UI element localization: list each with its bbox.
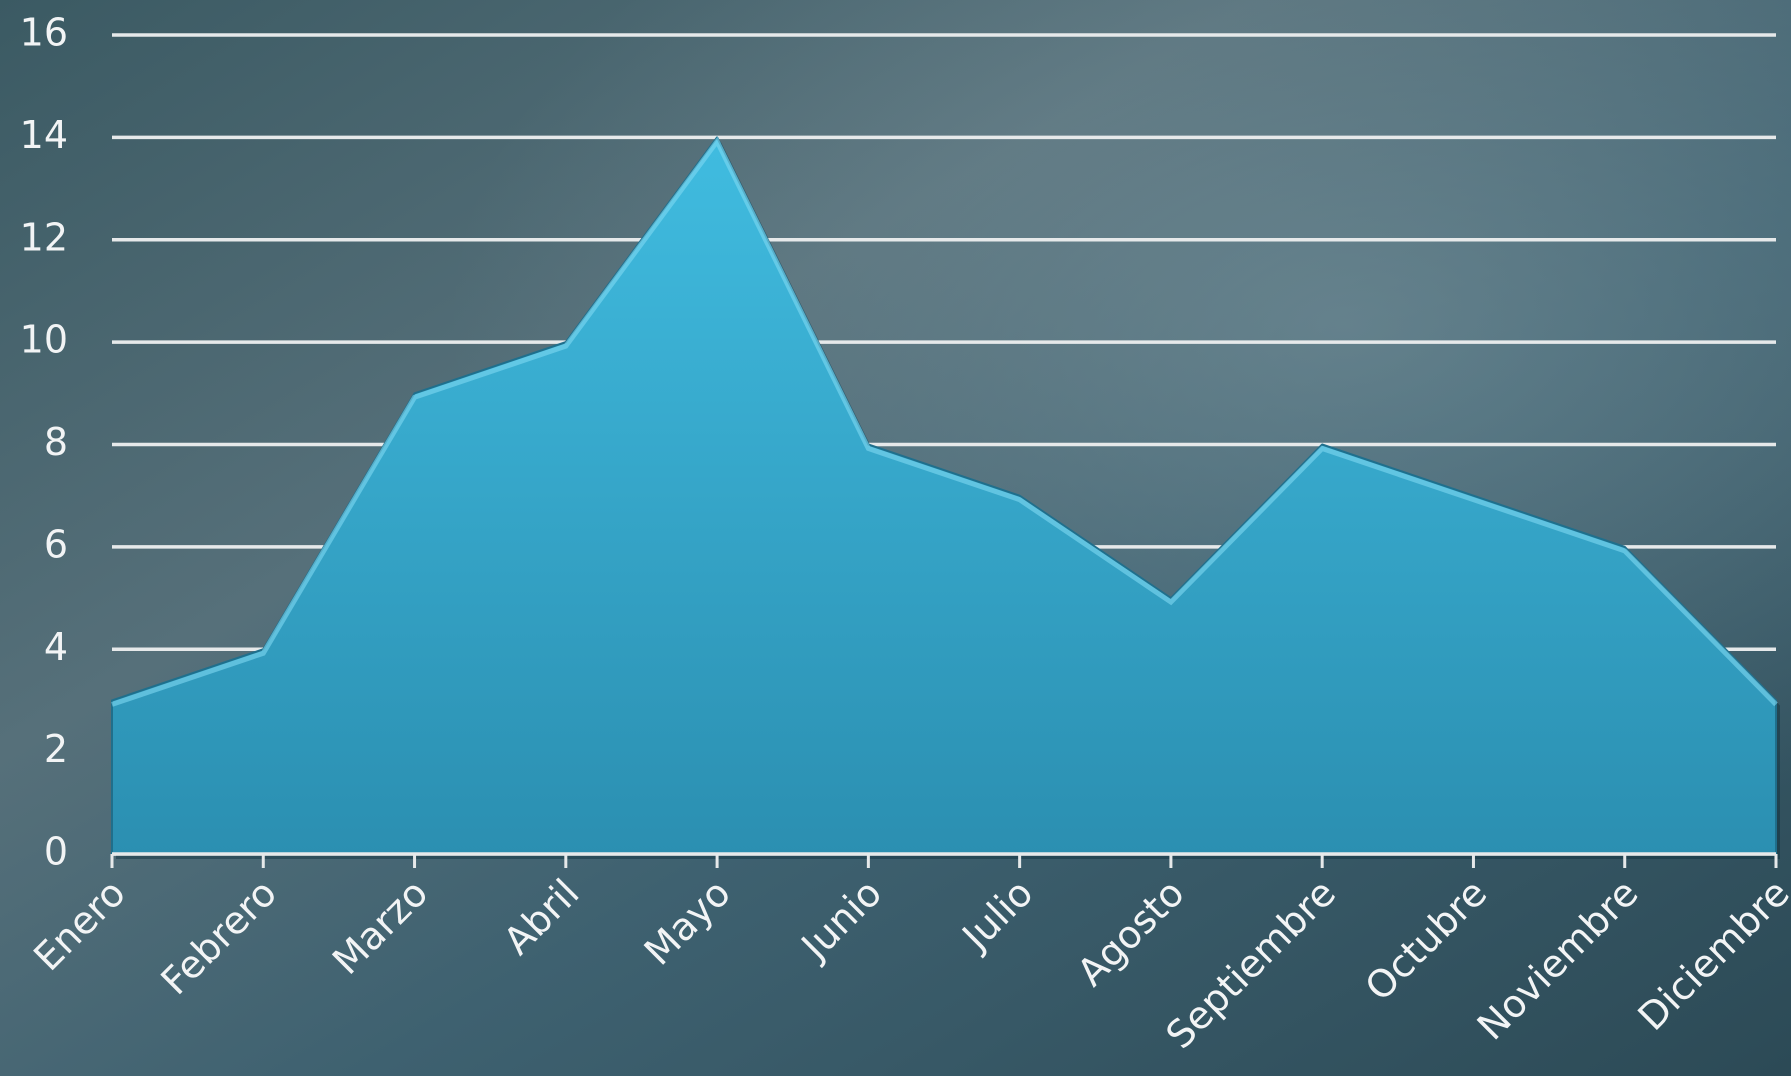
y-tick-label: 14 (20, 113, 68, 157)
y-tick-label: 2 (44, 727, 68, 771)
y-tick-label: 10 (20, 318, 68, 362)
y-tick-label: 0 (44, 830, 68, 874)
chart: 0246810121416EneroFebreroMarzoAbrilMayoJ… (0, 0, 1791, 1076)
y-tick-label: 4 (44, 625, 68, 669)
y-tick-label: 8 (44, 420, 68, 464)
y-tick-label: 12 (20, 215, 68, 259)
page: 0246810121416EneroFebreroMarzoAbrilMayoJ… (0, 0, 1791, 1076)
y-tick-label: 16 (20, 11, 68, 55)
y-tick-label: 6 (44, 522, 68, 566)
